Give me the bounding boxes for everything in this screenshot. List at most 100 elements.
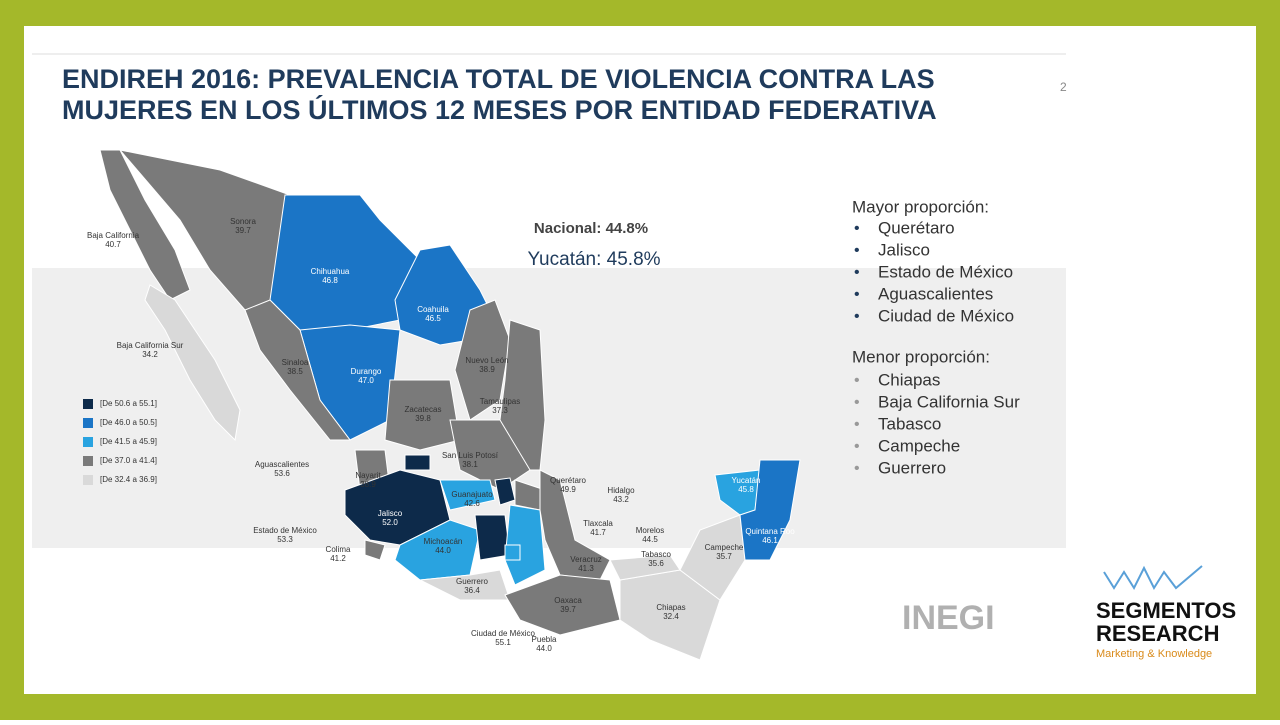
state-name: Sonora xyxy=(230,217,256,226)
state xyxy=(384,379,461,451)
state-value: 36.4 xyxy=(464,586,480,595)
state-name: Chiapas xyxy=(656,603,685,612)
state-value: 46.5 xyxy=(425,314,441,323)
state-value: 52.0 xyxy=(382,518,398,527)
ranking-bullet: • xyxy=(854,264,860,281)
state-value: 46.1 xyxy=(762,536,778,545)
state-name: Tamaulipas xyxy=(480,397,520,406)
title: MUJERES EN LOS ÚLTIMOS 12 MESES POR ENTI… xyxy=(62,94,937,125)
state-value: 41.7 xyxy=(590,528,606,537)
state-value: 32.4 xyxy=(663,612,679,621)
state-name: Yucatán xyxy=(732,476,761,485)
state-name: Veracruz xyxy=(570,555,602,564)
state-value: 49.9 xyxy=(560,485,576,494)
state-value: 39.7 xyxy=(560,605,576,614)
state xyxy=(418,569,511,601)
ranking-title: Menor proporción: xyxy=(852,347,990,366)
state-name: Oaxaca xyxy=(554,596,582,605)
state-name: Tlaxcala xyxy=(583,519,613,528)
state xyxy=(454,299,511,421)
state-name: San Luis Potosí xyxy=(442,451,499,460)
state-value: 38.5 xyxy=(287,367,303,376)
state-value: 42.6 xyxy=(464,499,480,508)
legend-swatch xyxy=(83,437,93,447)
state-name: Quintana Roo xyxy=(745,527,795,536)
ranking-bullet: • xyxy=(854,394,860,411)
ranking-bullet: • xyxy=(854,220,860,237)
state-value: 35.7 xyxy=(716,552,732,561)
state-name: Durango xyxy=(351,367,382,376)
state-value: 53.6 xyxy=(274,469,290,478)
ranking-bullet: • xyxy=(854,286,860,303)
ranking-bullet: • xyxy=(854,416,860,433)
state-name: Nuevo León xyxy=(465,356,508,365)
state-name: Puebla xyxy=(532,635,557,644)
state-name: Colima xyxy=(326,545,351,554)
state-value: 40.7 xyxy=(105,240,121,249)
ranking-item: Guerrero xyxy=(878,458,946,477)
state-name: Tabasco xyxy=(641,550,671,559)
brand-tagline: Marketing & Knowledge xyxy=(1096,648,1212,660)
state xyxy=(439,479,496,511)
state-name: Sinaloa xyxy=(282,358,309,367)
state-name: Baja California Sur xyxy=(117,341,184,350)
state xyxy=(144,284,241,442)
inegi-logo: INEGI xyxy=(902,599,995,637)
state xyxy=(404,454,431,471)
state-value: 34.2 xyxy=(142,350,158,359)
legend-label: [De 46.0 a 50.5] xyxy=(100,418,157,427)
state-name: Coahuila xyxy=(417,305,449,314)
legend-label: [De 32.4 a 36.9] xyxy=(100,475,157,484)
state-value: 35.6 xyxy=(648,559,664,568)
title: ENDIREH 2016: PREVALENCIA TOTAL DE VIOLE… xyxy=(62,64,935,94)
state-name: Nayarit xyxy=(355,471,381,480)
state-value: 43.2 xyxy=(613,495,629,504)
brand: RESEARCH xyxy=(1096,621,1219,646)
state-name: Querétaro xyxy=(550,476,587,485)
state xyxy=(99,149,191,301)
state-name: Chihuahua xyxy=(311,267,350,276)
state-value: 39.7 xyxy=(235,226,251,235)
legend-swatch xyxy=(83,456,93,466)
legend-swatch xyxy=(83,475,93,485)
ranking-bullet: • xyxy=(854,438,860,455)
state-value: 46.8 xyxy=(322,276,338,285)
state-name: Jalisco xyxy=(378,509,403,518)
page-number: 2 xyxy=(1060,80,1067,94)
ranking-item: Tabasco xyxy=(878,414,941,433)
yucatan: Yucatán: 45.8% xyxy=(527,249,660,270)
state-name: Aguascalientes xyxy=(255,460,309,469)
state-name: Morelos xyxy=(636,526,664,535)
state-value: 45.8 xyxy=(738,485,754,494)
brand-mark xyxy=(1103,565,1203,591)
state-value: 41.3 xyxy=(578,564,594,573)
state-value: 41.2 xyxy=(330,554,346,563)
ranking-item: Querétaro xyxy=(878,218,955,237)
state-name: Estado de México xyxy=(253,526,317,535)
brand: SEGMENTOS xyxy=(1096,598,1236,623)
state-value: 47.0 xyxy=(358,376,374,385)
state-value: 55.1 xyxy=(495,638,511,647)
state xyxy=(364,539,386,561)
ranking-item: Baja California Sur xyxy=(878,392,1020,411)
ranking-bullet: • xyxy=(854,242,860,259)
map xyxy=(99,149,801,661)
ranking-item: Estado de México xyxy=(878,262,1013,281)
legend-label: [De 37.0 a 41.4] xyxy=(100,456,157,465)
ranking-bullet: • xyxy=(854,460,860,477)
state xyxy=(504,544,521,561)
ranking-bullet: • xyxy=(854,308,860,325)
state-value: 44.0 xyxy=(536,644,552,653)
ranking-item: Jalisco xyxy=(878,240,930,259)
state-name: Baja California xyxy=(87,231,140,240)
ranking-item: Campeche xyxy=(878,436,960,455)
state-name: Zacatecas xyxy=(405,405,442,414)
national: Nacional: 44.8% xyxy=(534,220,648,237)
state-value: 37.3 xyxy=(492,406,508,415)
state-value: 39.8 xyxy=(415,414,431,423)
ranking-item: Ciudad de México xyxy=(878,306,1014,325)
legend-swatch xyxy=(83,418,93,428)
state xyxy=(739,459,801,561)
state-name: Michoacán xyxy=(424,537,463,546)
